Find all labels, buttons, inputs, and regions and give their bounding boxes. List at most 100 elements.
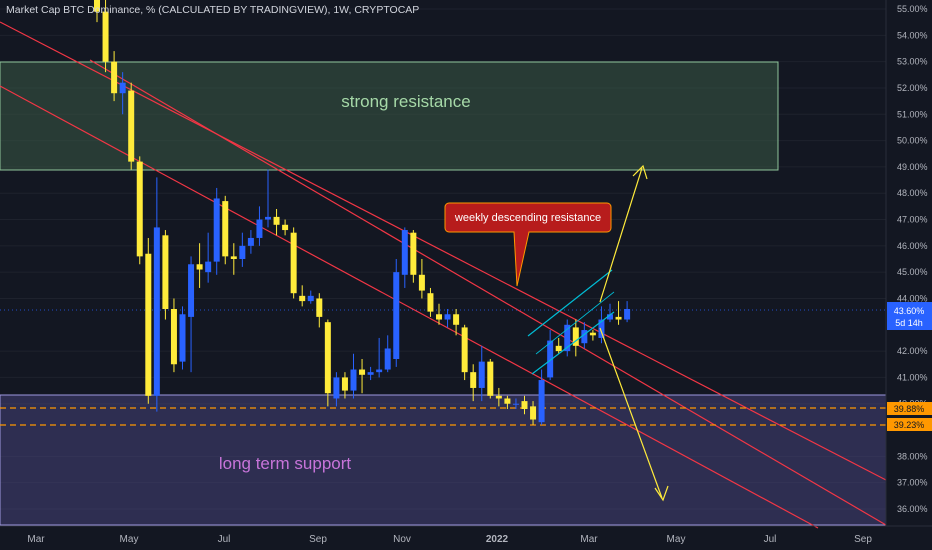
candle[interactable] [453,309,460,336]
candle[interactable] [153,177,160,412]
channel-upper-line[interactable] [527,269,613,337]
candle[interactable] [607,303,613,323]
candle[interactable] [504,395,511,409]
candle[interactable] [384,335,391,373]
candle[interactable] [341,372,348,399]
candle-body [247,237,254,246]
candle-body [538,380,545,423]
candle-body [111,61,118,94]
candle[interactable] [170,298,177,373]
candle[interactable] [367,366,374,381]
candle-body [153,227,160,396]
candle[interactable] [213,187,220,275]
candle[interactable] [598,306,605,344]
x-axis[interactable]: Mar May Jul Sep Nov 2022 Mar May Jul Sep [27,534,872,545]
support-zone[interactable] [0,394,887,526]
candle-body [376,369,383,373]
candle[interactable] [487,359,494,399]
candle[interactable] [205,232,212,283]
candle[interactable] [162,230,169,320]
candle[interactable] [307,290,314,304]
candle[interactable] [290,227,297,299]
candle[interactable] [119,72,126,115]
candle[interactable] [94,0,100,23]
candle[interactable] [401,227,408,288]
candle[interactable] [265,169,271,228]
candle[interactable] [282,219,289,236]
candle[interactable] [530,401,537,425]
x-tick-label: Sep [854,534,872,545]
candle[interactable] [538,369,545,425]
candle[interactable] [299,285,306,307]
callout-weekly-descending-resistance[interactable]: weekly descending resistance [444,202,612,287]
channel-mid-line[interactable] [535,291,615,355]
candle[interactable] [359,359,366,394]
candle[interactable] [418,259,425,299]
x-tick-label: Mar [27,534,45,545]
candle[interactable] [376,337,383,378]
candle[interactable] [350,353,357,399]
candle[interactable] [222,195,229,265]
candle[interactable] [615,301,622,325]
candle[interactable] [495,387,502,407]
candle[interactable] [316,293,323,328]
candle[interactable] [512,398,519,409]
candle[interactable] [111,51,118,102]
y-tick-label: 51.00% [897,109,928,119]
level-tag-39-23[interactable]: 39.23% [887,418,932,431]
descending-trendline-lower[interactable] [0,85,819,529]
candle[interactable] [444,309,451,328]
y-tick-label: 41.00% [897,372,928,382]
candle[interactable] [624,301,631,323]
candle[interactable] [436,303,442,325]
candle[interactable] [188,256,195,373]
candle-body [461,327,468,373]
candle[interactable] [521,395,528,415]
candle-body [581,330,588,344]
candle[interactable] [555,337,562,354]
level-tag-39-88[interactable]: 39.88% [887,402,932,415]
projection-arrow-up[interactable] [599,164,648,303]
candle[interactable] [128,82,135,170]
descending-trendline-upper[interactable] [0,21,887,481]
candle[interactable] [324,319,331,407]
candle[interactable] [461,324,468,381]
candle[interactable] [247,230,254,254]
candle[interactable] [547,330,554,381]
candle[interactable] [196,243,203,288]
candle[interactable] [478,345,485,402]
candle[interactable] [333,372,340,407]
candle[interactable] [179,306,186,370]
candle-body [179,314,186,362]
descending-trendline-mid[interactable] [89,59,887,526]
projection-arrow-down[interactable] [599,327,669,502]
y-tick-label: 50.00% [897,136,928,146]
channel-lower-line[interactable] [531,311,615,375]
x-tick-label: Jul [218,534,231,545]
candle[interactable] [239,232,246,267]
price-tag[interactable]: 43.60% 5d 14h [887,302,932,330]
candle-body [607,314,613,320]
candle[interactable] [230,243,237,275]
candle[interactable] [136,156,143,265]
candle[interactable] [427,287,434,317]
candle[interactable] [393,259,400,367]
candle-body [128,90,135,162]
candle[interactable] [581,322,588,349]
y-tick-label: 49.00% [897,162,928,172]
candle[interactable] [145,237,152,404]
candle[interactable] [572,319,579,357]
candle[interactable] [256,206,263,246]
candle[interactable] [470,364,477,402]
y-tick-label: 55.00% [897,4,928,14]
candle[interactable] [102,0,109,73]
candle-body [341,377,348,391]
candle[interactable] [273,209,280,236]
candle-body [444,314,451,320]
candle[interactable] [589,330,596,341]
candle-body [239,245,246,259]
candle[interactable] [564,319,571,357]
candle[interactable] [410,230,417,283]
price-tag-value: 43.60% [894,306,925,316]
